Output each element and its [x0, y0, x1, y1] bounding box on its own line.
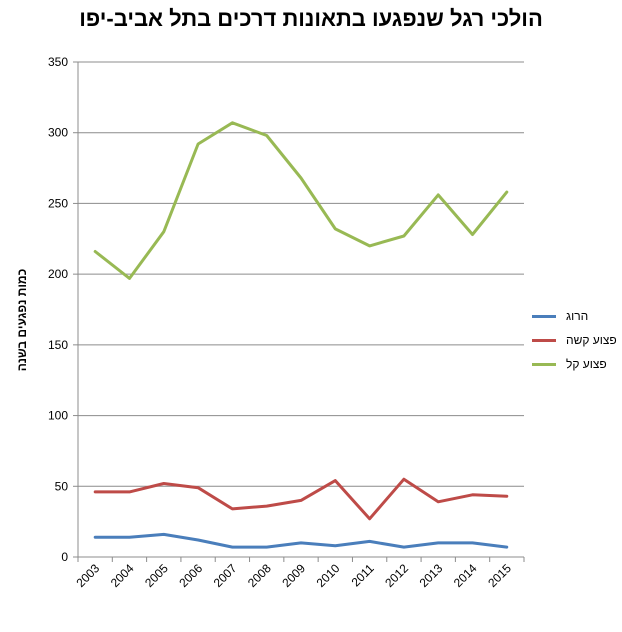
- y-tick-label: 350: [48, 55, 68, 69]
- x-tick-label: 2014: [451, 561, 480, 590]
- x-tick-label: 2012: [382, 561, 411, 590]
- legend-item: הרוג: [532, 304, 617, 328]
- y-tick-label: 200: [48, 267, 68, 281]
- legend-label: הרוג: [566, 309, 589, 323]
- legend-item: פצוע קשה: [532, 328, 617, 352]
- gridlines: [78, 61, 524, 487]
- series-line: [93, 121, 509, 280]
- y-axis: 0 50 100 150 200 250 300 350: [48, 55, 79, 564]
- y-tick-label: 50: [55, 479, 69, 493]
- legend-item: פצוע קל: [532, 352, 617, 376]
- x-tick-label: 2013: [417, 561, 446, 590]
- x-tick-label: 2009: [279, 561, 308, 590]
- x-tick-label: 2007: [211, 561, 240, 590]
- x-tick-label: 2011: [349, 561, 377, 589]
- legend: הרוג פצוע קשה פצוע קל: [532, 304, 617, 376]
- legend-swatch: [532, 362, 556, 366]
- legend-label: פצוע קל: [566, 357, 607, 371]
- legend-swatch: [532, 338, 556, 342]
- x-axis: 2003 2004 2005 2006 2007 2008 2009 2010 2011 2012…: [73, 556, 525, 590]
- legend-swatch: [532, 314, 556, 318]
- series-layer: [93, 121, 509, 549]
- x-tick-label: 2006: [176, 561, 205, 590]
- chart-title: הולכי רגל שנפגעו בתאונות דרכים בתל אביב-…: [79, 6, 543, 31]
- y-tick-label: 250: [48, 196, 68, 210]
- x-tick-label: 2010: [314, 561, 343, 590]
- x-tick-label: 2015: [485, 561, 514, 590]
- legend-label: פצוע קשה: [566, 333, 617, 347]
- x-tick-label: 2005: [142, 561, 171, 590]
- y-tick-label: 0: [61, 550, 68, 564]
- x-tick-label: 2008: [245, 561, 274, 590]
- y-tick-label: 150: [48, 338, 68, 352]
- y-tick-label: 300: [48, 126, 68, 140]
- series-line: [93, 477, 509, 521]
- series-line: [93, 532, 509, 549]
- x-tick-label: 2003: [73, 561, 102, 590]
- x-tick-label: 2004: [108, 561, 137, 590]
- y-tick-label: 100: [48, 409, 68, 423]
